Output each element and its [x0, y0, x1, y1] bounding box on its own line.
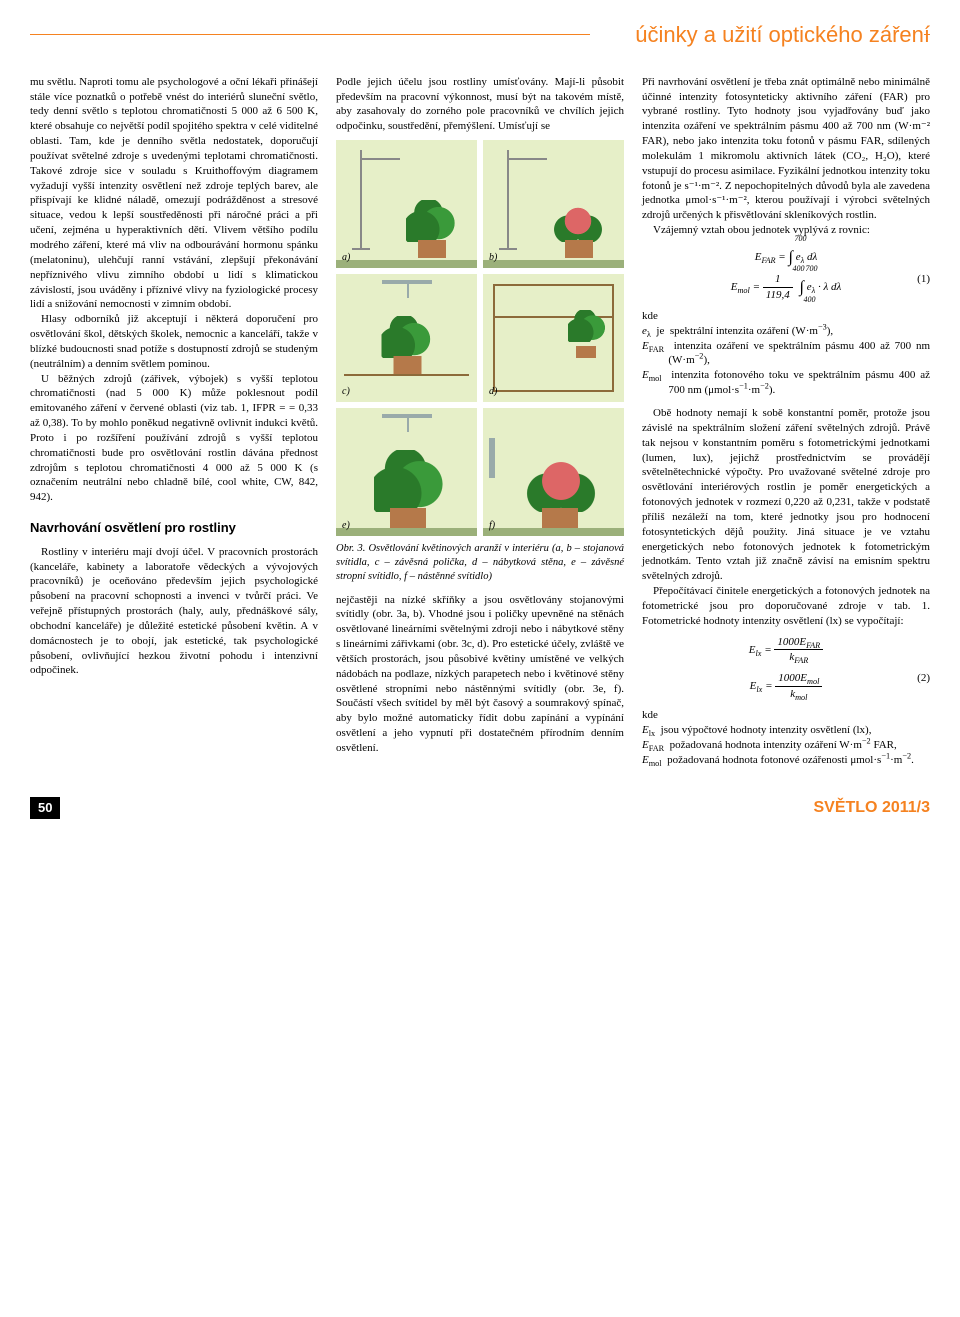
fig-panel-e: e) [336, 408, 477, 536]
equation-1b: Emol = 1119,4 700 ∫ 400 eλ · λ dλ (1) [642, 272, 930, 303]
body-text: Podle jejich účelu jsou rostliny umísťov… [336, 75, 624, 134]
equation-2a: Elx = 1000EFARkFAR [642, 635, 930, 666]
three-column-layout: mu světlu. Naproti tomu ale psychologové… [30, 75, 930, 768]
var-def: eλ je spektrální intenzita ozáření (W·m−… [642, 324, 930, 339]
page-number: 50 [30, 797, 60, 819]
body-text: Obě hodnoty nemají k sobě konstantní pom… [642, 406, 930, 584]
column-3: Při navrhování osvětlení je třeba znát o… [642, 75, 930, 768]
panel-label: a) [342, 251, 350, 265]
panel-label: b) [489, 251, 497, 265]
subsection-heading: Navrhování osvětlení pro rostliny [30, 519, 318, 537]
panel-label: f) [489, 519, 495, 533]
body-text: Hlasy odborníků již akceptují i některá … [30, 312, 318, 371]
body-text: Rostliny v interiéru mají dvojí účel. V … [30, 545, 318, 679]
figure-caption: Obr. 3. Osvětlování květinových aranží v… [336, 542, 624, 585]
fig-panel-d: d) [483, 274, 624, 402]
fig-panel-c: c) [336, 274, 477, 402]
equation-2b: Elx = 1000Emolkmol (2) [642, 671, 930, 702]
body-text: Vzájemný vztah obou jednotek vyplývá z r… [642, 223, 930, 238]
var-def: Emol požadovaná hodnota fotonové ozářeno… [642, 753, 930, 768]
equation-1a: EFAR = 700 ∫ 400 eλ dλ [642, 244, 930, 266]
var-def: Elx jsou výpočtové hodnoty intenzity osv… [642, 723, 930, 738]
where-label: kde [642, 309, 930, 324]
var-def: Emol intenzita fotonového toku ve spektr… [642, 368, 930, 398]
equation-number: (1) [917, 272, 930, 287]
body-text: Při navrhování osvětlení je třeba znát o… [642, 75, 930, 223]
frac-den: 119,4 [763, 288, 793, 303]
frac-num: 1 [763, 272, 793, 288]
column-2: Podle jejich účelu jsou rostliny umísťov… [336, 75, 624, 768]
fig-panel-b: b) [483, 140, 624, 268]
eq-text: EFAR = [755, 251, 789, 263]
equation-number: (2) [917, 671, 930, 686]
where-label: kde [642, 708, 930, 723]
figure-3: a) b) c) d) [336, 140, 624, 585]
section-title: účinky a užití optického záření [635, 22, 930, 47]
section-header: účinky a užití optického záření [30, 20, 930, 50]
journal-title: SVĚTLO 2011/3 [813, 797, 930, 819]
body-text: U běžných zdrojů (zářivek, výbojek) s vy… [30, 372, 318, 506]
fig-panel-f: f) [483, 408, 624, 536]
panel-label: e) [342, 519, 350, 533]
body-text: nejčastěji na nízké skříňky a jsou osvět… [336, 593, 624, 756]
panel-label: c) [342, 385, 350, 399]
body-text: mu světlu. Naproti tomu ale psychologové… [30, 75, 318, 313]
figure-grid: a) b) c) d) [336, 140, 624, 536]
column-1: mu světlu. Naproti tomu ale psychologové… [30, 75, 318, 768]
panel-label: d) [489, 385, 497, 399]
body-text: Přepočítávací činitele energetických a f… [642, 584, 930, 629]
fig-panel-a: a) [336, 140, 477, 268]
var-def: EFAR intenzita ozáření ve spektrálním pá… [642, 339, 930, 369]
page-footer: 50 SVĚTLO 2011/3 [30, 797, 930, 819]
